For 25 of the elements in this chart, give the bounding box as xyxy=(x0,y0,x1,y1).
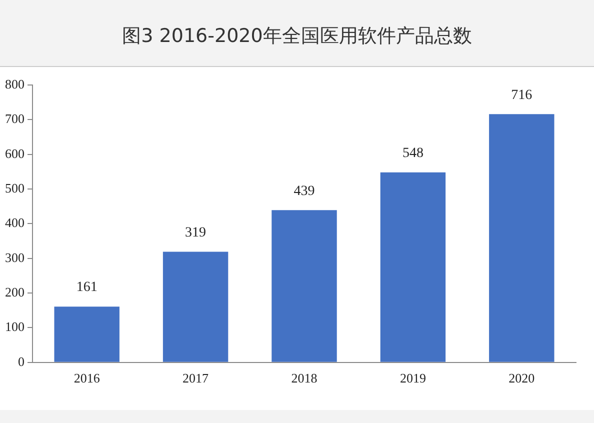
y-tick-label: 600 xyxy=(5,146,24,161)
x-tick-label: 2017 xyxy=(182,370,210,386)
y-tick-label: 300 xyxy=(5,250,24,265)
data-label: 319 xyxy=(185,225,206,240)
y-tick-label: 100 xyxy=(5,319,24,334)
x-tick-label: 2019 xyxy=(400,370,426,386)
x-tick-label: 2016 xyxy=(74,370,100,386)
y-tick-label: 700 xyxy=(5,111,24,126)
data-label: 439 xyxy=(294,184,315,199)
data-label: 716 xyxy=(511,88,532,103)
chart-title: 图3 2016-2020年全国医用软件产品总数 xyxy=(0,0,594,67)
x-tick-label: 2018 xyxy=(291,370,318,386)
y-tick-label: 400 xyxy=(5,215,24,230)
bar xyxy=(162,252,228,362)
x-tick-label: 2020 xyxy=(508,370,535,386)
data-label: 548 xyxy=(402,146,424,162)
bar xyxy=(54,306,120,362)
y-tick-label: 0 xyxy=(18,354,24,369)
y-tick-label: 500 xyxy=(5,180,24,196)
y-tick-label: 800 xyxy=(5,76,24,92)
data-label: 161 xyxy=(76,280,98,296)
bar xyxy=(272,210,337,362)
y-tick-label: 200 xyxy=(5,284,24,300)
bar xyxy=(489,114,554,362)
bar xyxy=(380,172,446,362)
